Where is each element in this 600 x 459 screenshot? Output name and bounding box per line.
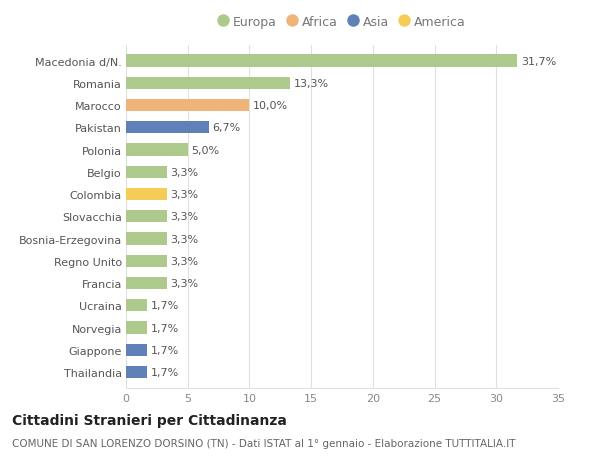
Bar [126,300,147,312]
Bar [126,233,167,245]
Bar [126,166,167,179]
Bar [126,100,250,112]
Text: 3,3%: 3,3% [170,279,199,288]
Bar [126,277,167,290]
Text: 3,3%: 3,3% [170,256,199,266]
Text: 1,7%: 1,7% [151,301,179,311]
Bar [126,255,167,268]
Text: 10,0%: 10,0% [253,101,288,111]
Text: 3,3%: 3,3% [170,234,199,244]
Bar [126,322,147,334]
Bar [126,189,167,201]
Text: 3,3%: 3,3% [170,168,199,178]
Text: 1,7%: 1,7% [151,323,179,333]
Text: 1,7%: 1,7% [151,367,179,377]
Text: 6,7%: 6,7% [212,123,241,133]
Text: 1,7%: 1,7% [151,345,179,355]
Bar [126,56,517,67]
Text: 13,3%: 13,3% [294,78,329,89]
Bar [126,344,147,356]
Legend: Europa, Africa, Asia, America: Europa, Africa, Asia, America [213,11,471,34]
Bar [126,144,188,157]
Bar [126,122,209,134]
Text: 3,3%: 3,3% [170,190,199,200]
Bar [126,211,167,223]
Text: 31,7%: 31,7% [521,56,556,67]
Text: Cittadini Stranieri per Cittadinanza: Cittadini Stranieri per Cittadinanza [12,413,287,427]
Bar [126,366,147,378]
Bar [126,78,290,90]
Text: COMUNE DI SAN LORENZO DORSINO (TN) - Dati ISTAT al 1° gennaio - Elaborazione TUT: COMUNE DI SAN LORENZO DORSINO (TN) - Dat… [12,438,515,448]
Text: 5,0%: 5,0% [191,146,220,155]
Text: 3,3%: 3,3% [170,212,199,222]
